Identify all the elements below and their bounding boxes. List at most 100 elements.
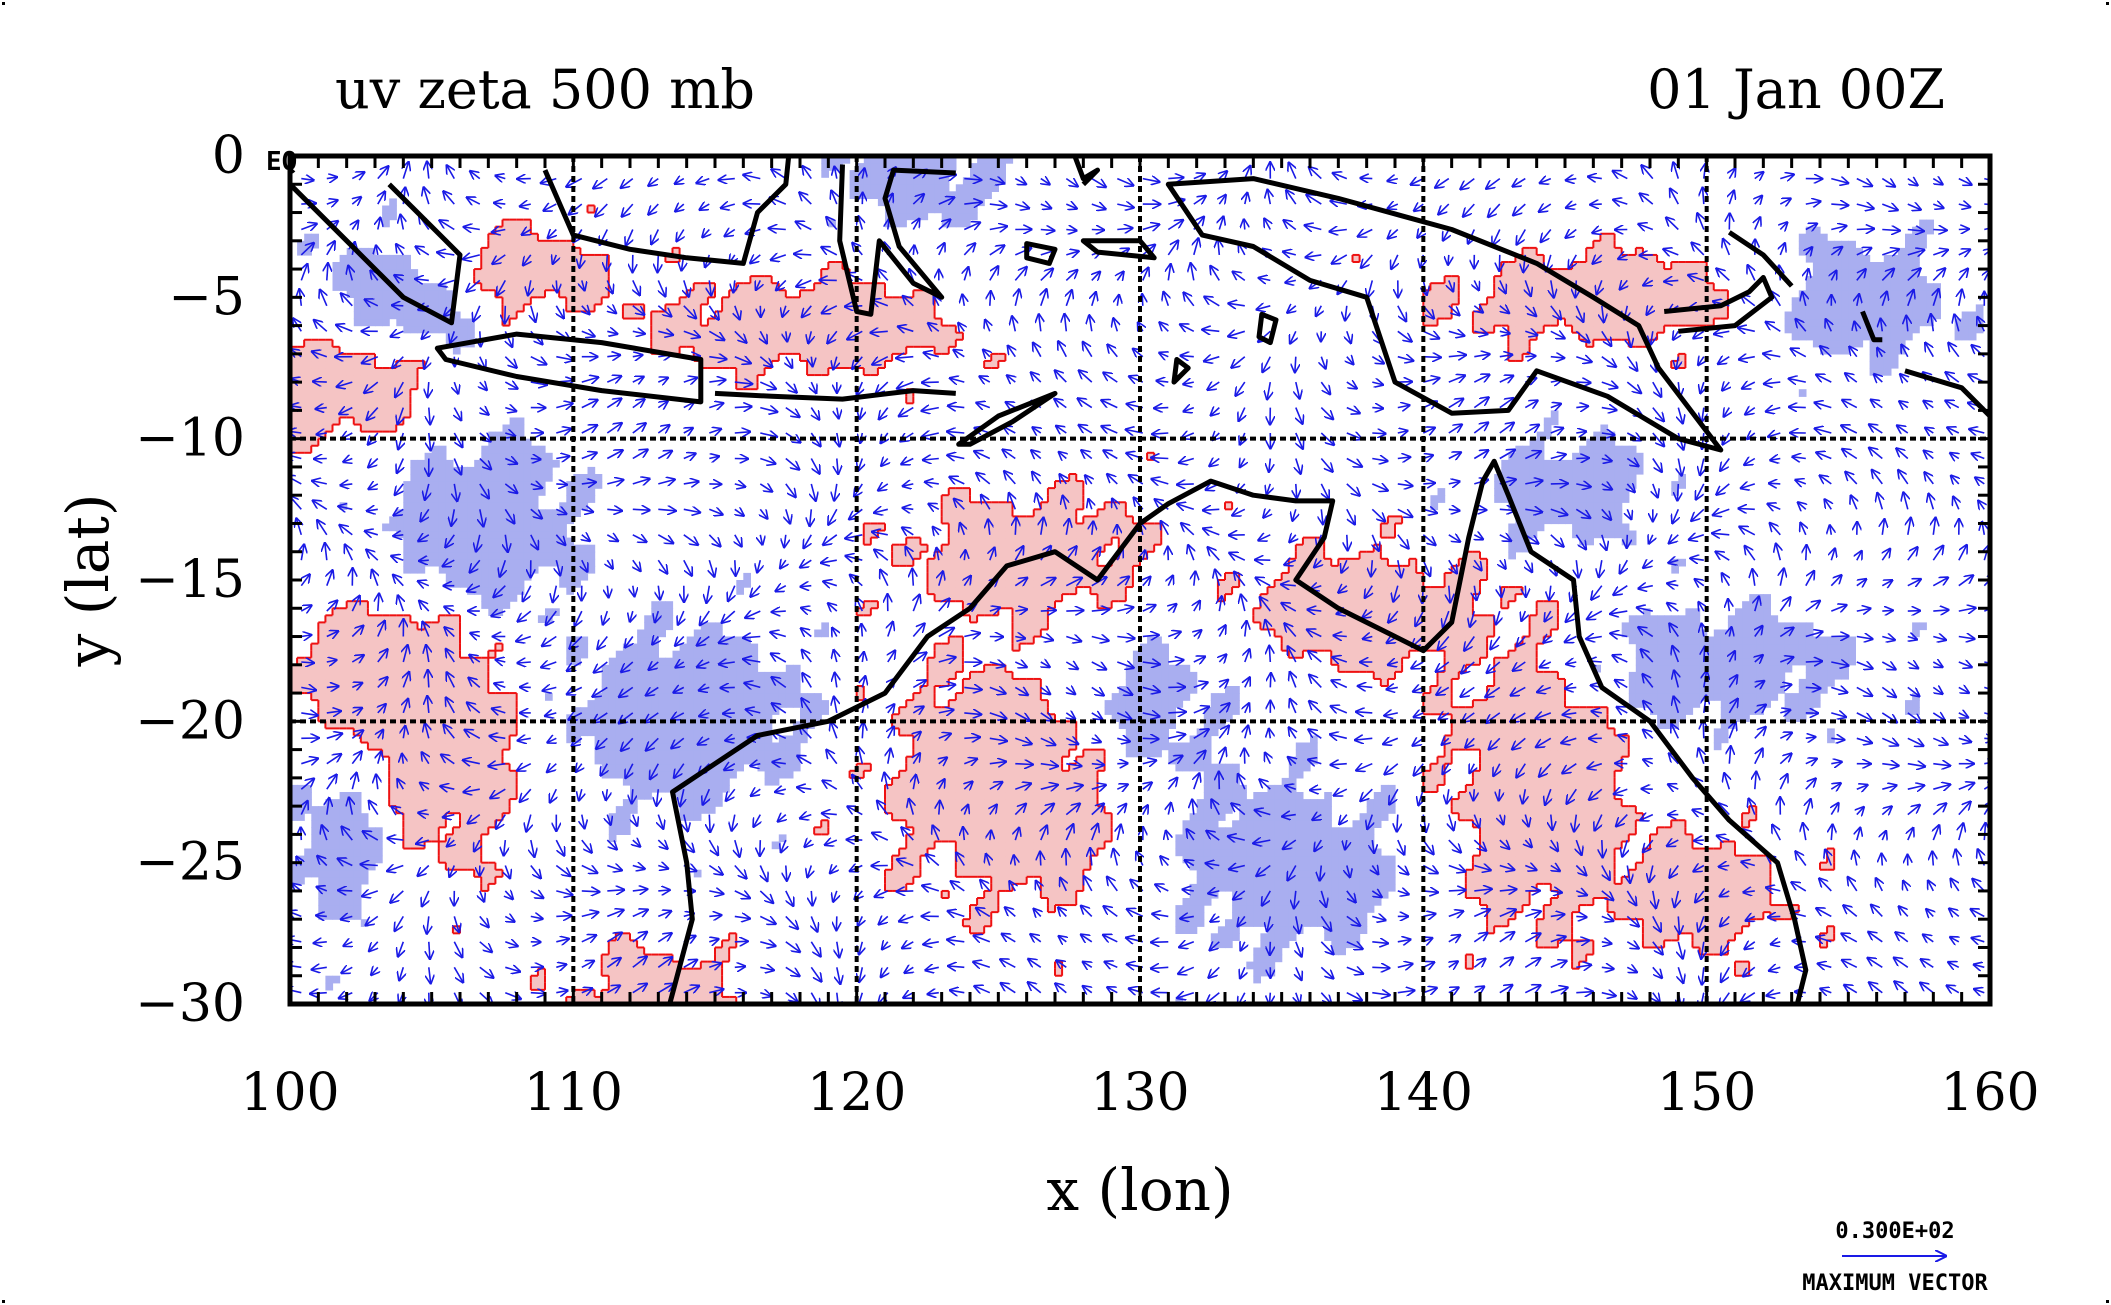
positive-vorticity-cell [594,283,603,291]
positive-vorticity-cell [452,643,461,652]
negative-vorticity-cell [516,488,525,496]
positive-vorticity-cell [991,728,999,737]
negative-vorticity-cell [927,198,936,207]
positive-vorticity-cell [998,876,1006,885]
negative-vorticity-cell [1132,657,1141,666]
negative-vorticity-cell [622,777,631,786]
negative-vorticity-cell [474,495,482,503]
negative-vorticity-cell [502,509,511,517]
negative-vorticity-cell [332,827,341,835]
positive-vorticity-cell [856,283,865,291]
positive-vorticity-cell [729,290,737,298]
negative-vorticity-cell [962,198,971,207]
positive-vorticity-cell [899,813,907,821]
positive-vorticity-cell [913,862,921,871]
positive-vorticity-cell [622,996,631,1004]
positive-vorticity-cell [658,954,666,963]
negative-vorticity-cell [353,820,362,828]
negative-vorticity-cell [353,318,362,327]
positive-vorticity-cell [353,353,362,362]
positive-vorticity-cell [927,735,936,744]
positive-vorticity-cell [1104,580,1113,588]
negative-vorticity-cell [693,749,702,758]
negative-vorticity-cell [941,191,950,199]
positive-vorticity-cell [318,707,326,715]
positive-vorticity-cell [899,707,907,715]
positive-vorticity-cell [537,247,546,256]
positive-vorticity-cell [396,396,404,404]
positive-vorticity-cell [962,530,971,539]
negative-vorticity-cell [467,551,475,560]
negative-vorticity-cell [1203,841,1212,850]
negative-vorticity-cell [1140,643,1148,652]
positive-vorticity-cell [644,961,652,970]
negative-vorticity-cell [630,693,638,701]
negative-vorticity-cell [707,721,716,729]
positive-vorticity-cell [509,777,518,786]
positive-vorticity-cell [460,820,468,828]
positive-vorticity-cell [396,735,404,744]
negative-vorticity-cell [927,191,936,199]
negative-vorticity-cell [693,742,702,751]
positive-vorticity-cell [948,721,957,729]
negative-vorticity-cell [608,735,617,744]
negative-vorticity-cell [601,686,610,694]
positive-vorticity-cell [1062,799,1070,807]
negative-vorticity-cell [792,678,801,687]
positive-vorticity-cell [948,572,957,581]
negative-vorticity-cell [318,869,326,878]
negative-vorticity-cell [729,721,737,729]
positive-vorticity-cell [934,643,943,652]
negative-vorticity-cell [410,495,419,503]
negative-vorticity-cell [792,728,801,737]
negative-vorticity-cell [1217,813,1226,821]
positive-vorticity-cell [488,862,496,871]
negative-vorticity-cell [318,848,326,857]
negative-vorticity-cell [389,297,397,305]
negative-vorticity-cell [693,869,702,878]
negative-vorticity-cell [452,516,461,525]
positive-vorticity-cell [382,629,390,638]
positive-vorticity-cell [1090,841,1099,850]
negative-vorticity-cell [573,509,581,517]
negative-vorticity-cell [1253,876,1261,885]
positive-vorticity-cell [955,594,964,602]
negative-vorticity-cell [1182,926,1191,934]
negative-vorticity-cell [1125,728,1134,737]
positive-vorticity-cell [615,968,624,977]
positive-vorticity-cell [516,269,525,277]
positive-vorticity-cell [467,714,475,722]
positive-vorticity-cell [984,756,992,765]
positive-vorticity-cell [545,276,553,284]
positive-vorticity-cell [622,933,631,941]
positive-vorticity-cell [360,424,369,433]
negative-vorticity-cell [1182,693,1191,701]
positive-vorticity-cell [304,382,312,390]
negative-vorticity-cell [460,551,468,560]
positive-vorticity-cell [1026,516,1035,525]
positive-vorticity-cell [367,353,376,362]
negative-vorticity-cell [658,686,666,694]
positive-vorticity-cell [467,749,475,758]
negative-vorticity-cell [637,770,645,779]
negative-vorticity-cell [615,756,624,765]
negative-vorticity-cell [1239,848,1247,857]
positive-vorticity-cell [1012,848,1021,857]
positive-vorticity-cell [290,396,298,404]
negative-vorticity-cell [523,544,532,553]
positive-vorticity-cell [1033,530,1042,539]
positive-vorticity-cell [962,488,971,496]
positive-vorticity-cell [630,947,638,956]
positive-vorticity-cell [1012,544,1021,553]
negative-vorticity-cell [1175,763,1184,772]
positive-vorticity-cell [360,368,369,376]
positive-vorticity-cell [367,403,376,411]
positive-vorticity-cell [707,968,716,977]
negative-vorticity-cell [736,693,744,701]
positive-vorticity-cell [1111,558,1120,567]
positive-vorticity-cell [998,594,1006,602]
positive-vorticity-cell [1040,763,1049,772]
negative-vorticity-cell [1147,700,1155,708]
positive-vorticity-cell [1005,537,1014,546]
positive-vorticity-cell [892,777,900,786]
